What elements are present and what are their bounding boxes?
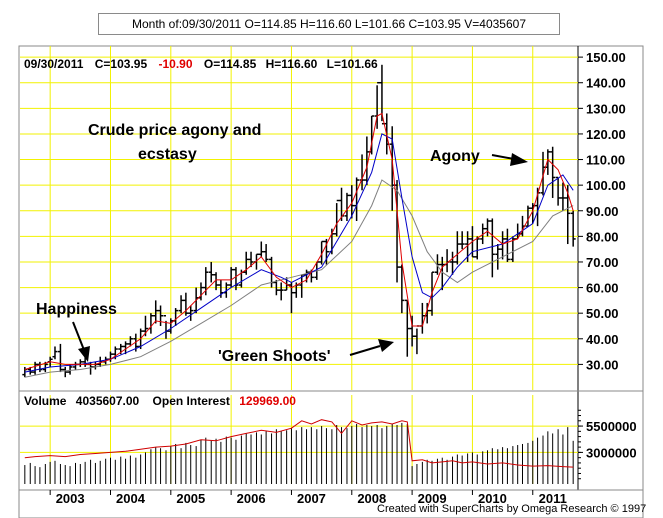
- year-label: 2007: [297, 491, 326, 506]
- price-bars: [22, 64, 576, 378]
- price-low: L=101.66: [327, 57, 378, 71]
- price-tick-label: 60.00: [586, 281, 619, 296]
- ma-slow-line: [24, 179, 574, 378]
- price-tick-label: 130.00: [586, 101, 626, 116]
- price-tick-label: 150.00: [586, 50, 626, 65]
- green-shoots-annotation: 'Green Shoots': [218, 348, 331, 365]
- year-label: 2005: [176, 491, 205, 506]
- title-annotation-line1: Crude price agony and: [88, 122, 261, 139]
- open-interest-label: Open Interest: [153, 394, 230, 408]
- happiness-arrow: [72, 321, 90, 362]
- volume-tick-label: 5500000: [586, 419, 637, 434]
- volume-value: 4035607.00: [76, 394, 140, 408]
- open-interest-value: 129969.00: [239, 394, 296, 408]
- year-label: 2008: [357, 491, 386, 506]
- moving-averages: [24, 112, 574, 378]
- happiness-annotation: Happiness: [36, 301, 117, 318]
- price-tick-label: 40.00: [586, 332, 619, 347]
- volume-axis: 5500000 3000000: [578, 409, 637, 480]
- agony-annotation: Agony: [430, 148, 480, 165]
- year-label: 2009: [418, 491, 447, 506]
- price-tick-label: 140.00: [586, 76, 626, 91]
- price-close: C=103.95: [95, 57, 148, 71]
- price-high: H=116.60: [266, 57, 318, 71]
- open-interest-path: [24, 419, 574, 468]
- chart-frame: [18, 45, 644, 518]
- year-label: 2004: [116, 491, 146, 506]
- svg-text:Volume 4035607.00 Open: Volume 4035607.00 Open Interest 129969.0…: [24, 394, 296, 408]
- ma-mid-line: [24, 133, 574, 373]
- year-label: 2011: [539, 491, 567, 506]
- price-tick-label: 70.00: [586, 255, 619, 270]
- volume-label: Volume: [24, 394, 67, 408]
- price-tick-label: 110.00: [586, 153, 625, 168]
- green-shoots-arrow: [349, 339, 394, 356]
- price-date: 09/30/2011: [24, 57, 84, 71]
- credit-text: Created with SuperCharts by Omega Resear…: [377, 503, 647, 515]
- year-label: 2010: [478, 491, 507, 506]
- volume-tick-label: 3000000: [586, 445, 637, 460]
- chart-header: Month of:09/30/2011 O=114.85 H=116.60 L=…: [98, 13, 560, 35]
- price-grid: [19, 46, 643, 490]
- volume-bars: [24, 422, 574, 484]
- volume-grid: [19, 395, 643, 491]
- price-axis: 150.00 140.00 130.00 120.00 110.00 100.00 90.0…: [578, 50, 626, 372]
- year-label: 2006: [237, 491, 266, 506]
- agony-arrow: [491, 153, 528, 166]
- price-tick-label: 50.00: [586, 306, 619, 321]
- price-tick-label: 30.00: [586, 357, 619, 372]
- ma-fast-line: [24, 112, 574, 370]
- price-tick-label: 120.00: [586, 127, 626, 142]
- price-open: O=114.85: [204, 57, 257, 71]
- open-interest-line: [24, 419, 574, 468]
- time-axis: 2003 2004 2005 2006 2007 2008 2009 2010 2011: [49, 490, 567, 506]
- header-text: Month of:09/30/2011 O=114.85 H=116.60 L=…: [132, 17, 526, 31]
- price-tick-label: 100.00: [586, 178, 626, 193]
- price-change: -10.90: [158, 57, 192, 71]
- price-tick-label: 90.00: [586, 204, 619, 219]
- price-tick-label: 80.00: [586, 229, 619, 244]
- title-annotation-line2: ecstasy: [138, 146, 197, 163]
- svg-text:09/30/2011 C=103.95 -1: 09/30/2011 C=103.95 -10.90 O=114.85 H=11…: [24, 57, 378, 71]
- year-label: 2003: [56, 491, 85, 506]
